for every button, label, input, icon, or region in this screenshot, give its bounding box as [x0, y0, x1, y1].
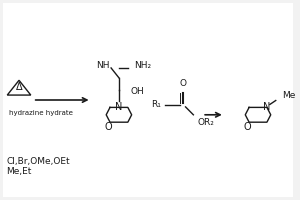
FancyBboxPatch shape — [3, 3, 293, 197]
Text: N: N — [115, 102, 123, 112]
Text: Δ: Δ — [16, 82, 22, 92]
Text: OH: OH — [131, 87, 144, 96]
Text: O: O — [243, 122, 251, 132]
Text: NH: NH — [96, 61, 109, 70]
Text: NH₂: NH₂ — [135, 61, 152, 70]
Text: Me: Me — [283, 91, 296, 100]
Text: Me,Et: Me,Et — [6, 167, 32, 176]
Text: O: O — [104, 122, 112, 132]
Text: N: N — [263, 102, 271, 112]
Text: OR₂: OR₂ — [197, 118, 214, 127]
Text: Cl,Br,OMe,OEt: Cl,Br,OMe,OEt — [6, 157, 70, 166]
Text: hydrazine hydrate: hydrazine hydrate — [9, 110, 73, 116]
Text: O: O — [179, 79, 186, 88]
Text: R₁: R₁ — [151, 100, 161, 109]
